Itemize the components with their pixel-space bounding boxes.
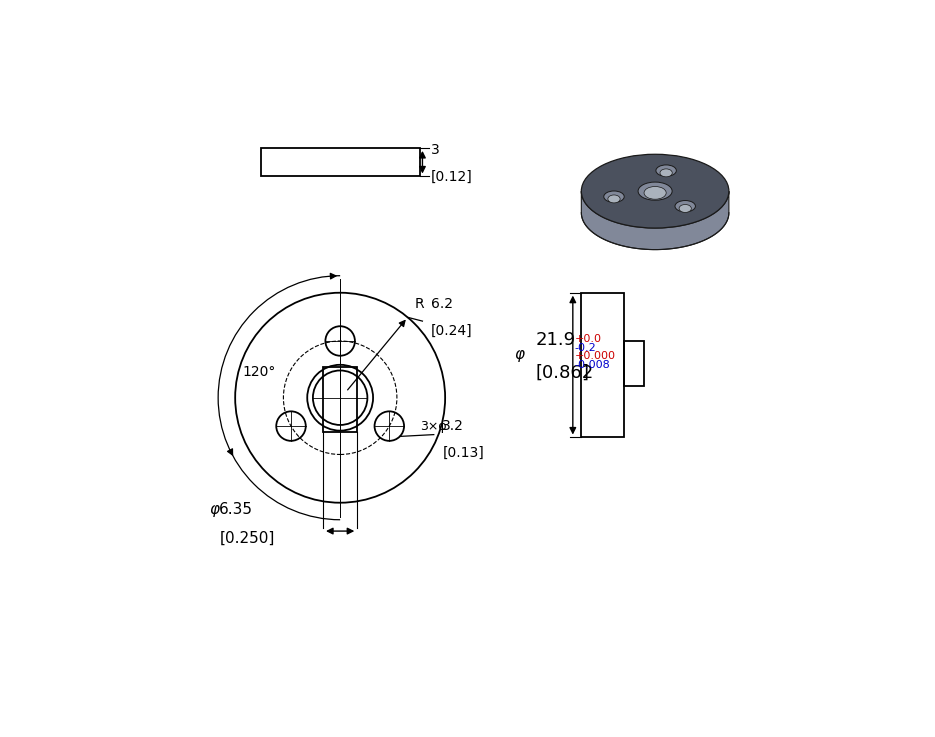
Ellipse shape <box>656 165 676 176</box>
Text: [0.12]: [0.12] <box>431 170 473 184</box>
Text: +0.000: +0.000 <box>574 351 615 361</box>
Text: 3.2: 3.2 <box>442 419 464 433</box>
Text: 21.9: 21.9 <box>536 332 576 349</box>
Ellipse shape <box>675 200 696 212</box>
Text: 3×φ: 3×φ <box>420 421 446 433</box>
Ellipse shape <box>660 169 672 177</box>
Text: -0.2: -0.2 <box>574 343 597 353</box>
Text: ]: ] <box>582 363 588 382</box>
Text: 6.2: 6.2 <box>431 298 453 312</box>
Ellipse shape <box>608 195 620 203</box>
Text: -0.008: -0.008 <box>574 360 611 371</box>
Text: 3: 3 <box>431 142 439 156</box>
Text: [0.250]: [0.250] <box>220 531 275 545</box>
Ellipse shape <box>679 204 691 212</box>
Text: +0.0: +0.0 <box>574 334 601 343</box>
Text: φ: φ <box>514 346 525 362</box>
Text: [0.862: [0.862 <box>536 363 594 382</box>
Text: 120°: 120° <box>242 366 275 379</box>
Ellipse shape <box>582 154 729 228</box>
Text: 6.35: 6.35 <box>220 502 253 517</box>
Ellipse shape <box>604 191 625 203</box>
Text: [0.24]: [0.24] <box>431 324 472 338</box>
Ellipse shape <box>638 182 672 200</box>
Text: R: R <box>414 298 424 312</box>
Ellipse shape <box>644 186 666 199</box>
Polygon shape <box>582 191 729 250</box>
Text: φ: φ <box>209 502 220 517</box>
Text: [0.13]: [0.13] <box>442 446 484 460</box>
